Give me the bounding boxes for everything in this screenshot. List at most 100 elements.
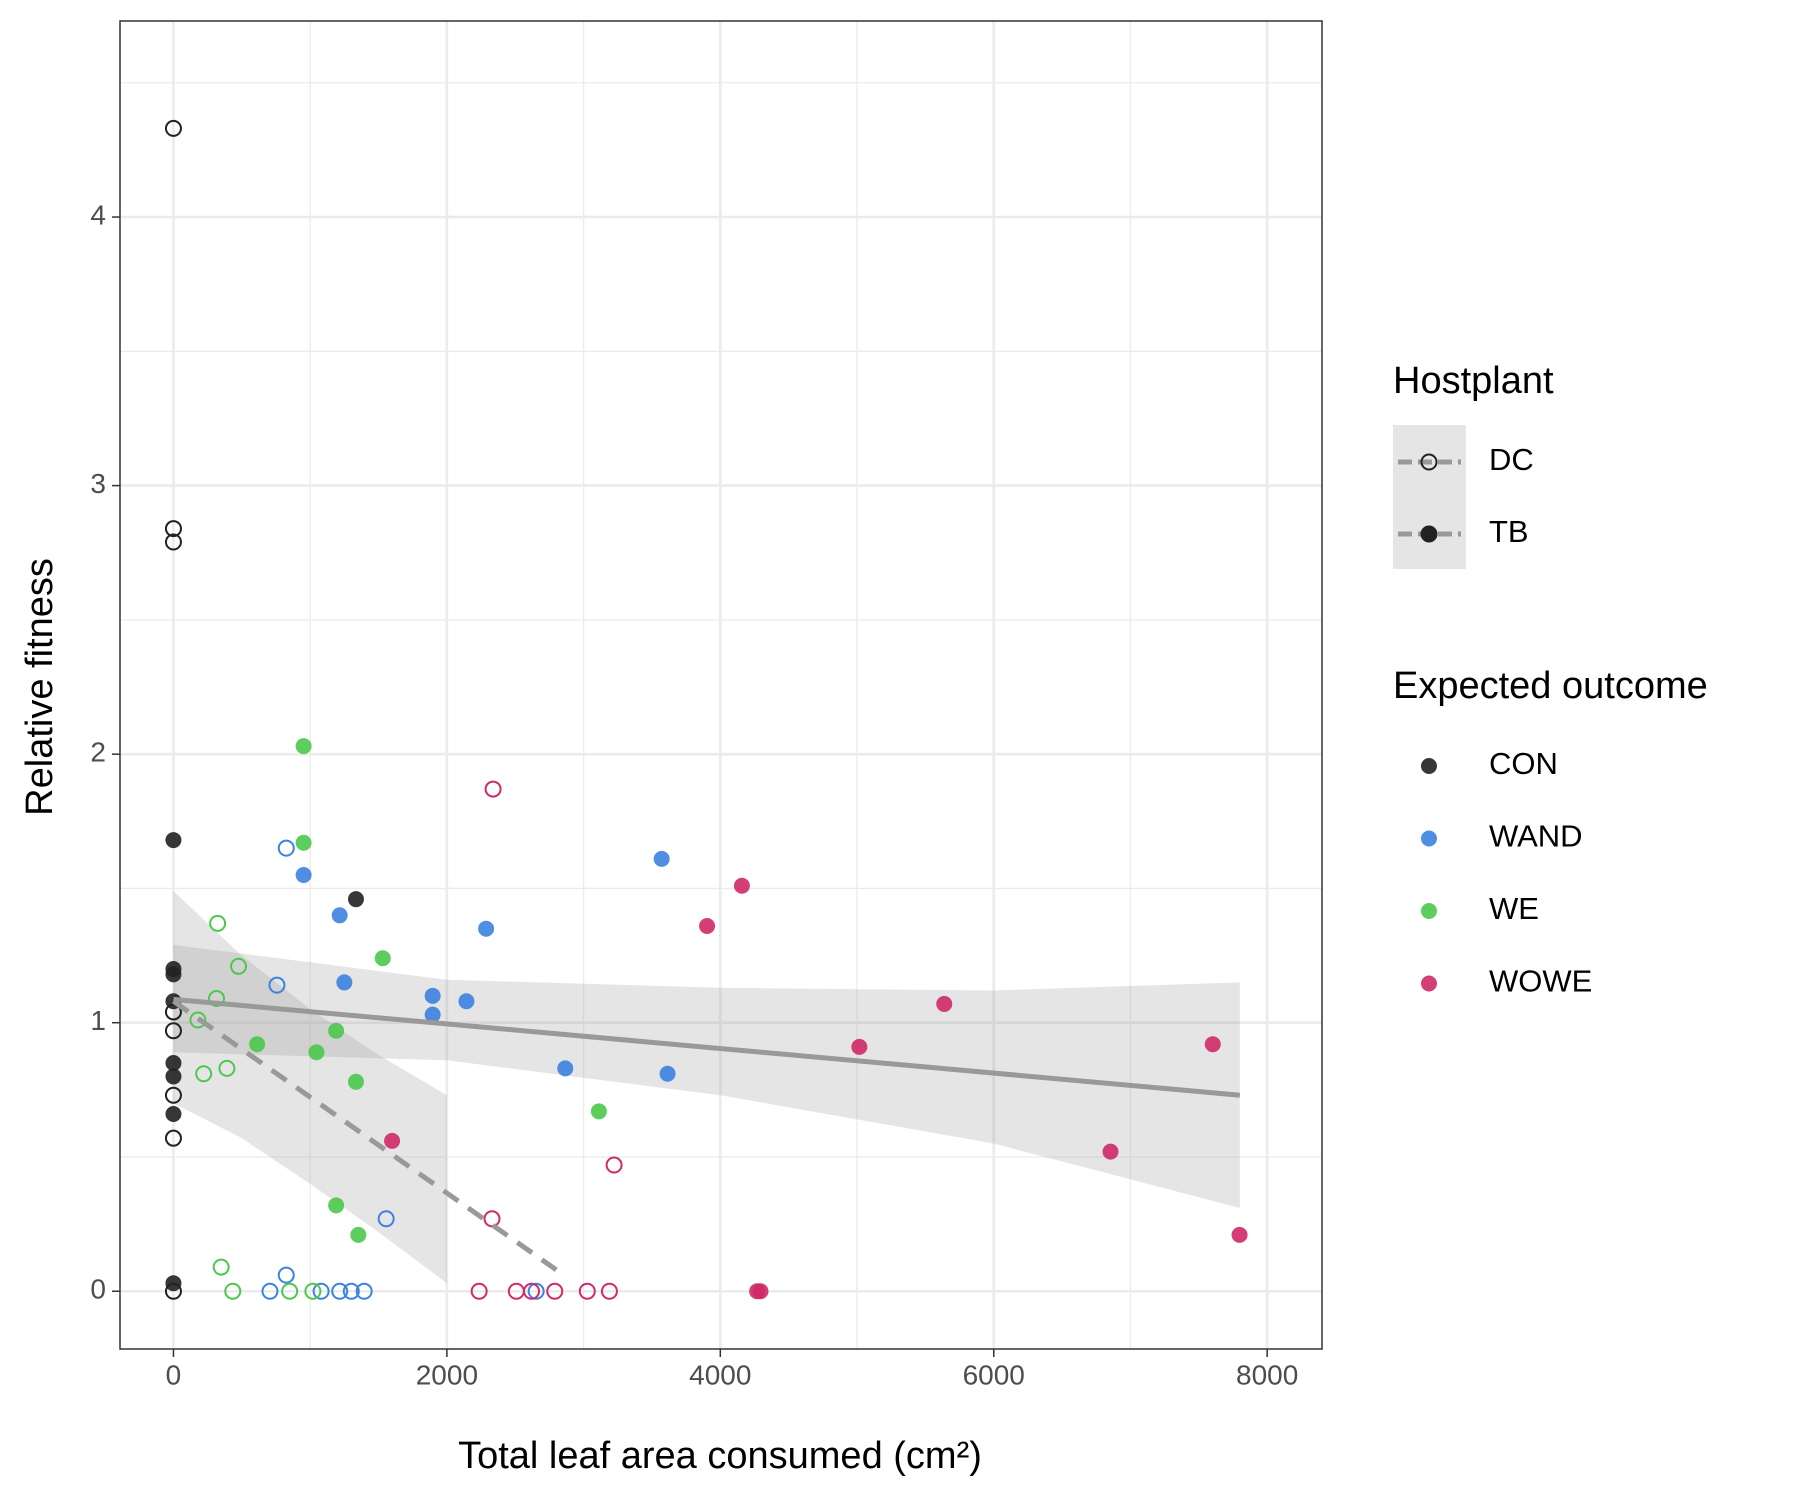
data-point — [230, 957, 248, 975]
data-point — [355, 1282, 373, 1300]
x-tick-label: 2000 — [416, 1359, 478, 1390]
legend-key-point — [1420, 453, 1438, 471]
data-point — [295, 834, 312, 851]
data-point — [164, 1022, 182, 1040]
data-point — [546, 1282, 564, 1300]
data-point — [328, 1022, 345, 1039]
data-point — [936, 995, 953, 1012]
data-point — [527, 1282, 545, 1300]
data-point — [209, 914, 227, 932]
data-point — [377, 1210, 395, 1228]
legend-label: CON — [1489, 746, 1558, 781]
data-point — [350, 1226, 367, 1243]
data-point — [164, 1129, 182, 1147]
data-point — [557, 1060, 574, 1077]
data-point — [224, 1282, 242, 1300]
legend-key-point — [1421, 975, 1437, 992]
x-tick-label: 8000 — [1236, 1359, 1298, 1390]
data-point — [295, 867, 312, 884]
y-tick-label: 2 — [90, 737, 106, 768]
data-point — [308, 1044, 325, 1061]
legend-label: WE — [1489, 891, 1539, 926]
x-tick-label: 0 — [166, 1359, 182, 1390]
data-point — [165, 966, 182, 983]
legend-label: TB — [1489, 514, 1529, 549]
data-point — [659, 1065, 676, 1082]
data-point — [342, 1282, 360, 1300]
y-tick-label: 3 — [90, 468, 106, 499]
data-point — [212, 1258, 230, 1276]
y-axis-title: Relative fitness — [19, 558, 61, 816]
data-point — [374, 950, 391, 967]
data-point — [261, 1282, 279, 1300]
data-point — [336, 974, 353, 991]
data-point — [1231, 1226, 1248, 1243]
data-point — [277, 1266, 295, 1284]
data-point — [653, 850, 670, 867]
data-point — [605, 1156, 623, 1174]
confidence-band — [173, 944, 1240, 1209]
y-tick-label: 1 — [90, 1005, 106, 1036]
fit-line — [173, 996, 1241, 1098]
x-axis-title: Total leaf area consumed (cm²) — [458, 1435, 982, 1477]
data-point — [600, 1282, 618, 1300]
data-point — [164, 119, 182, 137]
data-point — [523, 1282, 541, 1300]
data-point — [484, 780, 502, 798]
data-point — [331, 907, 348, 924]
data-point — [304, 1282, 322, 1300]
data-point — [208, 990, 226, 1008]
data-point — [699, 918, 716, 935]
legend-key-point — [1421, 758, 1437, 774]
data-point — [331, 1282, 349, 1300]
legend-key-point — [1420, 525, 1438, 543]
data-point — [470, 1282, 488, 1300]
data-point — [347, 1073, 364, 1090]
data-point — [165, 1068, 182, 1085]
data-point — [733, 877, 750, 894]
data-point — [195, 1065, 213, 1083]
legend-key-background — [1393, 425, 1466, 569]
data-point — [281, 1282, 299, 1300]
fit-line — [172, 999, 558, 1272]
data-point — [218, 1059, 236, 1077]
data-point — [165, 1275, 182, 1292]
data-point — [458, 993, 475, 1010]
x-tick-label: 4000 — [689, 1359, 751, 1390]
confidence-band — [173, 891, 447, 1284]
data-point — [189, 1011, 207, 1029]
data-point — [165, 832, 182, 849]
legend-label: WAND — [1489, 819, 1583, 854]
data-point — [384, 1132, 401, 1149]
data-point — [478, 920, 495, 937]
legend-key-point — [1421, 830, 1437, 847]
legend-title: Hostplant — [1393, 360, 1554, 402]
data-point — [424, 987, 441, 1004]
data-point — [164, 520, 182, 538]
legend-label: DC — [1489, 442, 1534, 477]
data-point — [268, 976, 286, 994]
data-point — [164, 533, 182, 551]
data-point — [295, 738, 312, 755]
data-point — [312, 1282, 330, 1300]
data-point — [1204, 1036, 1221, 1053]
y-tick-label: 0 — [90, 1274, 106, 1305]
data-point — [851, 1038, 868, 1055]
data-point — [752, 1283, 769, 1300]
data-point — [277, 839, 295, 857]
data-point — [590, 1103, 607, 1120]
panel-border — [119, 20, 1323, 1350]
legend-title: Expected outcome — [1393, 665, 1708, 707]
legend-label: WOWE — [1489, 964, 1592, 999]
data-point — [165, 1054, 182, 1071]
data-point — [347, 891, 364, 908]
data-point — [164, 1086, 182, 1104]
legend-key-point — [1421, 903, 1437, 919]
data-point — [328, 1197, 345, 1214]
x-tick-label: 6000 — [963, 1359, 1025, 1390]
data-point — [1102, 1143, 1119, 1160]
y-tick-label: 4 — [90, 199, 106, 230]
data-point — [165, 1106, 182, 1123]
data-point — [578, 1282, 596, 1300]
